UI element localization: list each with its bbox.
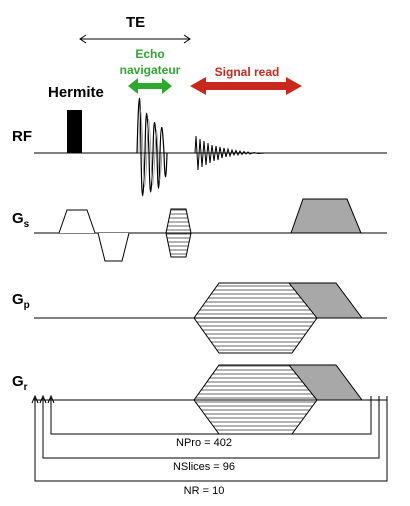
echo-green-arrow [128, 78, 172, 94]
rf-axis-label: RF [12, 128, 32, 145]
gs-row: Gs [12, 198, 387, 262]
gs-navigator-phase-table [165, 208, 192, 258]
nslices-label: NSlices = 96 [173, 461, 235, 473]
slice-refocus-gradient [97, 232, 130, 262]
te-dimension: TE [79, 14, 191, 44]
echo-label-line2: navigateur [120, 63, 181, 77]
gr-rewinder-gradient [287, 364, 363, 401]
echo-navigator-signal [136, 97, 168, 196]
gp-axis-label: Gp [12, 291, 30, 311]
echo-navigator-annotation: Echo navigateur [120, 47, 181, 94]
loop-brackets: NPro = 402 NSlices = 96 NR = 10 [31, 394, 388, 497]
npro-loop-bracket [50, 396, 372, 435]
signal-red-arrow [190, 77, 302, 95]
gp-row: Gp [12, 282, 387, 354]
decaying-read-signal [194, 135, 266, 171]
echo-label-line1: Echo [135, 47, 164, 61]
gs-spoiler-gradient [290, 198, 362, 234]
te-label: TE [126, 14, 145, 31]
nslices-loop-bracket [42, 396, 380, 459]
signal-read-annotation: Signal read [190, 65, 302, 95]
gp-rewinder-gradient [287, 282, 363, 319]
gr-axis-label: Gr [12, 373, 28, 393]
npro-label: NPro = 402 [176, 437, 232, 449]
hermite-label: Hermite [48, 84, 104, 101]
gr-row: Gr [12, 364, 387, 435]
rf-row: RF [12, 97, 387, 196]
gs-axis-label: Gs [12, 210, 30, 230]
signal-read-label: Signal read [215, 65, 280, 79]
echo-navigator-signal-shadow [138, 109, 163, 188]
nr-loop-bracket [34, 396, 388, 482]
nr-label: NR = 10 [184, 485, 225, 497]
slice-select-gradient [58, 209, 96, 234]
hermite-pulse [67, 110, 82, 153]
